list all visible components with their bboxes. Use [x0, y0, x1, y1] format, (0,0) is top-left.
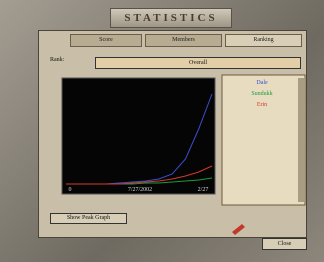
stats-screen: STATISTICS Score Members Ranking Rank: O…	[0, 0, 324, 262]
chart: 0 7/27/2002 2/27 Dale Sundukk Erin	[0, 0, 324, 262]
plot-area	[62, 78, 215, 194]
x-tick-label: 7/27/2002	[128, 187, 152, 193]
legend-entry: Dale	[256, 80, 268, 86]
legend-entry: Sundukk	[251, 91, 272, 97]
close-button[interactable]: Close	[262, 238, 307, 250]
scrollbar[interactable]	[298, 78, 304, 202]
pen-icon	[232, 224, 245, 235]
legend-entry: Erin	[257, 102, 267, 108]
peak-button[interactable]: Show Peak Graph	[50, 213, 127, 224]
x-tick-label: 0	[69, 187, 72, 193]
x-tick-label: 2/27	[198, 187, 209, 193]
